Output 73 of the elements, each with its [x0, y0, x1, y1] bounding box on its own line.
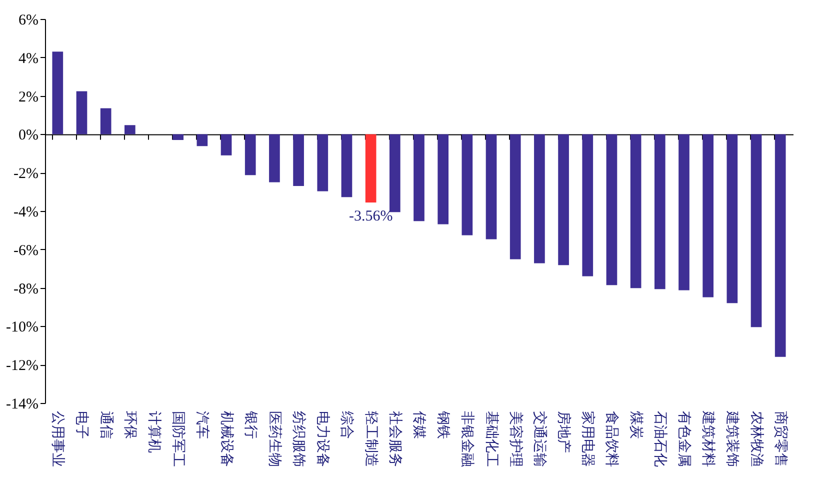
bar — [100, 108, 112, 134]
bar — [341, 134, 352, 198]
x-tick-label: 交通运输 — [531, 411, 548, 467]
x-tick-label: 机械设备 — [218, 411, 234, 467]
bar — [462, 134, 473, 236]
bar — [534, 134, 545, 264]
x-tick-label: 银行 — [242, 410, 258, 439]
x-tick-label: 公用事业 — [50, 411, 66, 467]
y-tick-label: -4% — [14, 204, 38, 220]
annotation: -3.56% — [348, 208, 393, 225]
x-tick-label: 煤炭 — [628, 411, 644, 439]
bar — [654, 134, 666, 290]
x-tick-label: 环保 — [122, 411, 138, 439]
bar — [558, 134, 569, 266]
x-tick-label: 石油石化 — [652, 411, 668, 467]
x-tick-label: 电子 — [74, 411, 90, 439]
bar — [389, 134, 400, 212]
bar — [606, 134, 618, 286]
x-tick-label: 家用电器 — [580, 411, 596, 467]
y-tick-label: 4% — [18, 50, 38, 67]
bar — [582, 134, 594, 276]
y-tick-label: 6% — [18, 12, 38, 28]
bar — [76, 91, 88, 134]
x-tick-label: 通信 — [98, 411, 114, 439]
bar — [269, 134, 280, 182]
x-tick-label: 商贸零售 — [772, 411, 788, 467]
y-tick-label: -6% — [14, 242, 38, 259]
y-tick-label: -2% — [14, 166, 38, 182]
bar — [438, 134, 449, 224]
x-tick-label: 非银金融 — [459, 411, 476, 467]
x-tick-label: 国防军工 — [170, 411, 186, 467]
x-tick-label: 医药生物 — [266, 411, 282, 467]
y-tick-label: 0% — [18, 128, 38, 144]
x-tick-label: 建筑装饰 — [724, 410, 740, 467]
bar — [702, 134, 714, 298]
y-tick-label: -14% — [6, 396, 38, 412]
y-tick-label: -8% — [14, 281, 38, 298]
bar — [244, 134, 256, 176]
bar — [750, 134, 762, 328]
bar — [124, 125, 136, 134]
x-tick-label: 食品饮料 — [604, 411, 620, 467]
y-tick-label: -12% — [6, 358, 38, 374]
bar — [196, 134, 208, 146]
bar — [726, 134, 738, 304]
bar — [293, 134, 304, 186]
x-tick-label: 农林牧渔 — [748, 411, 764, 467]
x-tick-label: 基础化工 — [483, 411, 500, 467]
x-tick-label: 纺织服饰 — [290, 411, 307, 467]
x-tick-label: 有色金属 — [676, 411, 692, 467]
bar — [774, 134, 786, 357]
bar — [678, 134, 690, 290]
y-tick-label: 2% — [18, 89, 38, 106]
x-tick-label: 传媒 — [411, 411, 427, 439]
bar — [365, 134, 376, 203]
x-tick-label: 建筑材料 — [700, 410, 716, 467]
bar — [414, 134, 424, 222]
x-tick-label: 钢铁 — [435, 410, 452, 439]
bar — [630, 134, 642, 288]
bar — [486, 134, 497, 240]
bar — [510, 134, 521, 260]
x-tick-label: 美容护理 — [507, 411, 524, 467]
y-tick-label: -10% — [6, 320, 38, 336]
x-tick-label: 综合 — [338, 411, 355, 439]
x-tick-label: 房地产 — [556, 411, 572, 453]
x-tick-label: 轻工制造 — [362, 411, 379, 467]
bar — [317, 134, 328, 192]
bar — [52, 52, 64, 134]
x-tick-label: 汽车 — [194, 411, 210, 439]
x-tick-label: 计算机 — [146, 411, 162, 453]
bar — [220, 134, 232, 156]
x-tick-label: 社会服务 — [386, 411, 403, 467]
x-tick-label: 电力设备 — [314, 411, 331, 467]
bar — [172, 134, 184, 140]
